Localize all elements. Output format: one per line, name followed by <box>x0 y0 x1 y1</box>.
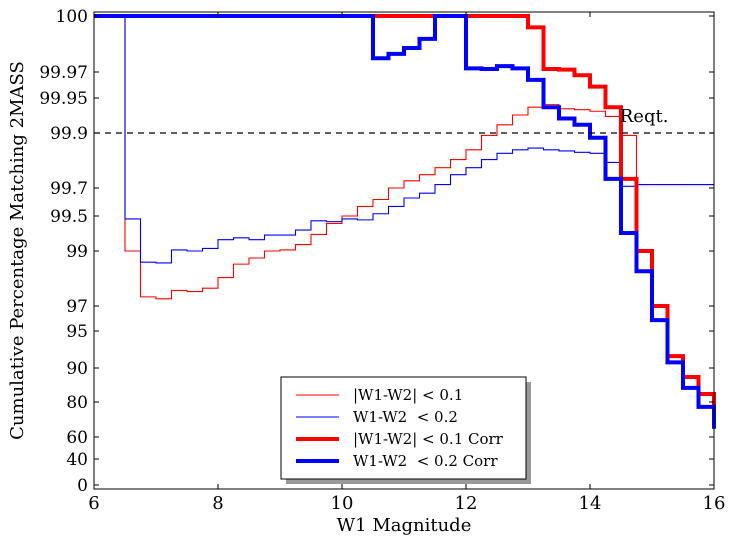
x-ticks: 6 8 10 12 14 16 <box>88 12 725 514</box>
y-tick-label: 80 <box>66 393 88 413</box>
series-line-2 <box>94 15 714 264</box>
reference-line-label: Reqt. <box>620 106 669 127</box>
x-tick-label: 10 <box>331 493 354 514</box>
y-tick-label: 97 <box>66 297 88 317</box>
x-tick-label: 6 <box>88 493 99 514</box>
x-axis-label: W1 Magnitude <box>337 515 472 536</box>
x-tick-label: 16 <box>703 493 726 514</box>
y-tick-label: 99.95 <box>39 89 88 109</box>
y-tick-label: 99.9 <box>50 124 88 144</box>
y-axis-label: Cumulative Percentage Matching 2MASS <box>7 61 28 440</box>
y-tick-label: 0 <box>77 476 88 496</box>
legend-label: |W1-W2| < 0.1 <box>353 386 463 404</box>
legend-label: W1-W2 < 0.2 <box>353 408 458 426</box>
y-tick-label: 99.7 <box>50 179 88 199</box>
y-tick-label: 99.5 <box>50 207 88 227</box>
x-tick-label: 14 <box>579 493 602 514</box>
y-tick-label: 100 <box>56 7 88 27</box>
series-layer <box>94 14 716 429</box>
y-tick-label: 99 <box>66 242 88 262</box>
y-tick-label: 99.97 <box>39 63 88 83</box>
x-tick-label: 12 <box>455 493 478 514</box>
legend: |W1-W2| < 0.1 W1-W2 < 0.2 |W1-W2| < 0.1 Co… <box>280 376 531 484</box>
series-line-4 <box>94 14 716 429</box>
y-tick-label: 40 <box>66 450 88 470</box>
x-tick-label: 8 <box>212 493 223 514</box>
y-tick-label: 95 <box>66 322 88 342</box>
legend-label: |W1-W2| < 0.1 Corr <box>353 430 504 448</box>
legend-label: W1-W2 < 0.2 Corr <box>353 452 498 470</box>
y-tick-label: 90 <box>66 359 88 379</box>
y-tick-label: 60 <box>66 428 88 448</box>
